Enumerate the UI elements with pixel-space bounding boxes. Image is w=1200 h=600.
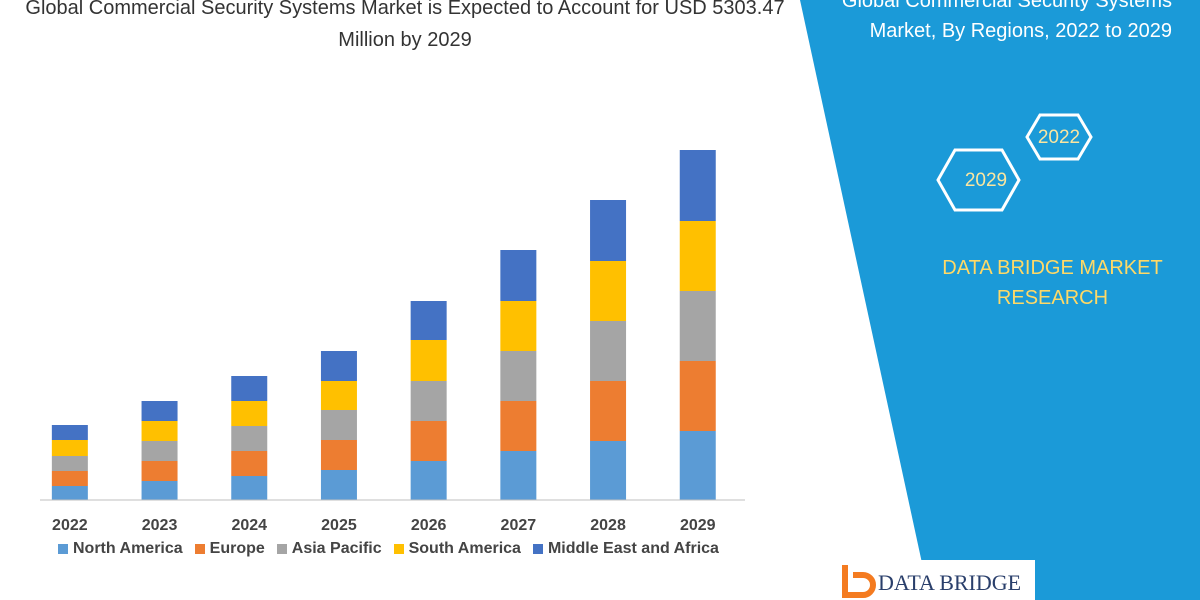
bar-segment <box>141 461 178 481</box>
bar-segment <box>320 440 357 470</box>
bar-segment <box>410 461 447 500</box>
legend-swatch <box>58 544 68 554</box>
bar-segment <box>320 351 357 381</box>
bar-segment <box>231 451 268 476</box>
legend-item: Asia Pacific <box>276 540 382 558</box>
legend-item: Europe <box>194 540 265 558</box>
x-tick-label: 2023 <box>142 517 178 534</box>
legend-label: North America <box>73 540 183 557</box>
logo-icon <box>842 565 876 598</box>
bar-segment <box>679 150 716 221</box>
badge-label: 2022 <box>1038 127 1080 148</box>
panel-heading: Global Commercial Security Systems Marke… <box>841 0 1172 42</box>
bar-segment <box>679 291 716 361</box>
x-tick-label: 2028 <box>590 517 626 534</box>
bar-segment <box>590 441 627 500</box>
badge-label: 2029 <box>965 170 1007 191</box>
side-panel <box>800 0 1200 600</box>
bar-segment <box>410 301 447 340</box>
legend-label: Asia Pacific <box>291 540 382 557</box>
brand-line: RESEARCH <box>996 287 1109 309</box>
x-tick-label: 2024 <box>231 517 267 534</box>
legend-item: Middle East and Africa <box>532 540 719 558</box>
bar-segment <box>141 421 178 441</box>
bar-segment <box>590 261 627 321</box>
bar-segment <box>51 440 88 456</box>
bar-segment <box>679 221 716 291</box>
bar-segment <box>320 470 357 500</box>
badge-hex <box>1025 113 1093 161</box>
badge-hex <box>936 148 1021 212</box>
bar-segment <box>410 381 447 421</box>
bar-segment <box>500 301 537 351</box>
logo-text: DATA BRIDGE <box>878 570 1022 595</box>
bar-segment <box>231 376 268 401</box>
bars <box>51 150 716 500</box>
bar-segment <box>410 340 447 381</box>
x-tick-label: 2025 <box>321 517 357 534</box>
x-tick-label: 2027 <box>501 517 537 534</box>
bar-segment <box>590 381 627 441</box>
legend: North America Europe Asia Pacific South Ame… <box>58 540 719 558</box>
bar-segment <box>320 381 357 410</box>
brand: DATA BRIDGE MARKET RESEARCH <box>920 253 1185 313</box>
legend-swatch <box>532 544 543 554</box>
legend-swatch <box>393 544 404 554</box>
bar-segment <box>500 451 537 500</box>
bar-segment <box>500 351 537 401</box>
brand-line: DATA BRIDGE MARKET <box>942 257 1163 279</box>
bar-segment <box>141 481 178 500</box>
bar-segment <box>231 426 268 451</box>
bar-segment <box>141 401 178 421</box>
bar-segment <box>320 410 357 440</box>
legend-label: Middle East and Africa <box>547 540 719 557</box>
legend-item: South America <box>393 540 521 558</box>
bar-segment <box>51 425 88 440</box>
bar-segment <box>51 486 88 500</box>
bar-segment <box>410 421 447 461</box>
x-tick-label: 2029 <box>680 517 716 534</box>
bar-segment <box>141 441 178 461</box>
legend-swatch <box>194 544 205 554</box>
bar-segment <box>679 361 716 431</box>
bar-segment <box>590 321 627 381</box>
bar-segment <box>231 401 268 426</box>
legend-swatch <box>276 544 287 554</box>
bar-segment <box>679 431 716 500</box>
bar-segment <box>51 471 88 486</box>
legend-label: South America <box>408 540 521 557</box>
bar-segment <box>500 401 537 451</box>
bar-segment <box>590 200 627 261</box>
bar-segment <box>51 456 88 471</box>
bar-segment <box>231 476 268 500</box>
bar-segment <box>500 250 537 301</box>
x-tick-label: 2022 <box>52 517 88 534</box>
x-tick-label: 2026 <box>411 517 447 534</box>
legend-item: North America <box>58 540 183 558</box>
chart-title: Global Commercial Security Systems Marke… <box>25 0 785 51</box>
legend-label: Europe <box>209 540 265 557</box>
